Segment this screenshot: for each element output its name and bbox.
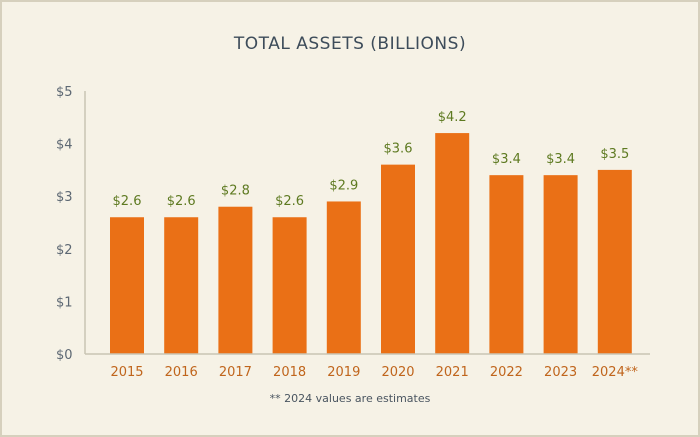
data-label: $2.9 xyxy=(329,178,358,193)
data-label: $3.5 xyxy=(600,147,629,162)
x-tick-label: 2024** xyxy=(592,365,639,380)
bar-2016 xyxy=(164,217,199,354)
x-tick-label: 2019 xyxy=(327,365,360,380)
data-label: $2.6 xyxy=(275,194,304,209)
y-tick-label: $2 xyxy=(56,243,73,258)
y-axis: $0 $1 $2 $3 $4 $5 xyxy=(56,85,86,363)
chart-title: TOTAL ASSETS (BILLIONS) xyxy=(233,34,467,54)
value-labels: $2.6 $2.6 $2.8 $2.6 $2.9 $3.6 $4.2 $3.4 $3.4 $3.5 xyxy=(113,110,630,209)
y-tick-label: $0 xyxy=(56,348,73,363)
y-tick-label: $4 xyxy=(56,138,73,153)
x-tick-label: 2017 xyxy=(219,365,252,380)
bar-2022 xyxy=(489,175,524,354)
data-label: $4.2 xyxy=(438,110,467,125)
bars xyxy=(110,133,632,354)
x-tick-label: 2023 xyxy=(544,365,577,380)
bar-2015 xyxy=(110,217,144,354)
bar-2017 xyxy=(218,206,253,354)
footnote: ** 2024 values are estimates xyxy=(269,392,431,405)
x-axis: 2015 2016 2017 2018 2019 2020 2021 2022 2023 2024… xyxy=(85,353,650,380)
bar-2023 xyxy=(543,175,578,354)
y-tick-label: $3 xyxy=(56,190,73,205)
data-label: $3.4 xyxy=(492,152,521,167)
bar-2018 xyxy=(272,217,307,354)
x-tick-label: 2021 xyxy=(436,365,469,380)
x-tick-label: 2016 xyxy=(165,365,198,380)
bar-2021 xyxy=(435,133,470,354)
x-tick-label: 2018 xyxy=(273,365,306,380)
bar-2020 xyxy=(381,164,415,354)
bar-2019 xyxy=(326,201,361,354)
x-tick-label: 2015 xyxy=(110,365,143,380)
y-tick-label: $1 xyxy=(56,295,73,310)
bar-2024 xyxy=(597,169,632,354)
data-label: $3.4 xyxy=(546,152,575,167)
data-label: $2.6 xyxy=(113,194,142,209)
y-tick-label: $5 xyxy=(56,85,73,100)
data-label: $2.8 xyxy=(221,184,250,199)
x-tick-label: 2020 xyxy=(381,365,414,380)
data-label: $3.6 xyxy=(384,142,413,157)
data-label: $2.6 xyxy=(167,194,196,209)
x-tick-label: 2022 xyxy=(490,365,523,380)
